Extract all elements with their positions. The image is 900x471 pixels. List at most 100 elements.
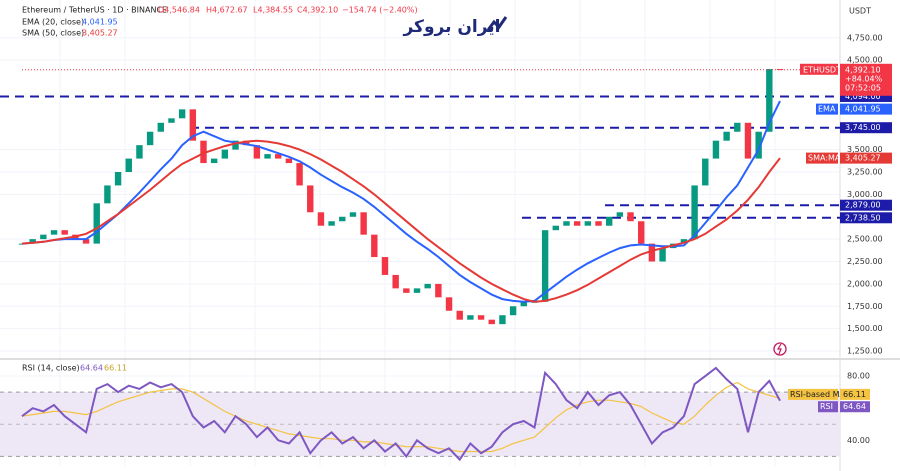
candle [702,158,709,186]
grid [0,0,840,466]
ma-tag-box [840,103,892,115]
candle [755,131,762,159]
candle [264,154,271,159]
candle [520,301,527,307]
candle [680,239,688,244]
candle [595,221,602,226]
ohlc-value: O4,546.84 [158,6,200,15]
candle [445,297,453,311]
candle [40,234,47,240]
candle [734,122,741,132]
y-tick-label: 4,500.00 [847,56,883,65]
candle [157,122,164,132]
rsi-title: RSI (14, close) [22,364,80,373]
candle [136,145,143,159]
ma-tag [806,152,838,164]
ma-tag-value: 4,041.95 [845,105,881,114]
candle [563,221,570,226]
rsi-tag-value: 64.64 [843,402,866,411]
y-tick-label: 1,500.00 [847,324,883,333]
candle [221,149,229,159]
ma-tag-value: 3,405.27 [845,154,881,163]
candle [541,230,549,302]
ohlc-value: C4,392.10 [297,6,338,15]
price-tag-name: ETHUSDT [803,65,841,74]
rsi-tag-value: 66.11 [843,390,866,399]
rsi-tag-box [840,401,870,413]
y-tick-label: 2,000.00 [847,279,883,288]
level-tag [840,90,892,102]
candle [467,315,474,320]
ohlc-value: H4,672.67 [206,6,248,15]
candle [648,243,656,262]
rsi-legend-value: 64.64 [80,364,103,373]
y-tick-label: 1,750.00 [847,302,883,311]
rsi-tag-name: RSI [820,402,833,411]
candle [584,221,592,226]
candle [766,69,773,132]
legend-value: 4,041.95 [82,18,118,27]
candle [307,185,314,213]
y-tick-label: 1,250.00 [847,347,883,356]
level-label: 2,738.50 [845,213,881,222]
candle [114,172,122,186]
ohlc-value: L4,384.55 [253,6,293,15]
rsi-tag-box [840,388,870,400]
ohlc-value: −154.74 (−2.40%) [342,6,418,15]
candle [776,69,784,71]
y-tick-label: 2,250.00 [847,257,883,266]
candle [210,158,218,164]
candle [659,248,666,262]
y-tick-label: 3,000.00 [847,190,883,199]
candle [499,315,506,325]
candle [178,109,186,119]
legend-name: SMA (50, close) [22,29,84,38]
candle [18,243,26,245]
rsi-legend-value: 66.11 [104,364,127,373]
candle [435,283,442,298]
candle [61,230,68,235]
logo-icon [486,16,508,31]
lightning-bolt [776,343,782,355]
candle [413,288,421,293]
candle [349,212,357,217]
unit: USDT [849,7,871,16]
candle [285,158,293,164]
candle [371,234,378,258]
candle [723,131,730,141]
candle [691,185,698,240]
candle [189,109,197,141]
candle [552,225,560,231]
candle [616,212,624,217]
ma-tag [816,103,838,115]
ma-line [21,100,781,303]
candle [93,203,100,244]
price-tag [800,63,838,75]
level-tag [840,199,892,211]
chart-title: Ethereum / TetherUS · 1D · BINANCE [22,6,167,15]
candle [200,140,207,164]
candle [82,239,90,244]
candle [638,221,645,244]
ma-line [21,139,781,303]
ma-tag-name: EMA [818,105,836,114]
logo: ایران بروکر [402,17,500,37]
candle [360,212,367,235]
y-tick-label: 40.00 [847,436,870,445]
legend-value: 3,405.27 [82,29,118,38]
candle [477,315,485,320]
candle [104,185,111,204]
rsi-tag-name: RSI-based MA [790,390,845,399]
candle [392,274,399,289]
y-tick-label: 3,250.00 [847,168,883,177]
candle [168,118,175,123]
candle [744,122,752,159]
ma-tag-name: SMA:MA [808,154,841,163]
candle [328,221,335,226]
legend-name: EMA (20, close) [22,18,84,27]
level-tag [840,212,892,224]
candle [296,163,303,186]
level-label: 2,879.00 [845,201,881,210]
candle [242,140,250,146]
